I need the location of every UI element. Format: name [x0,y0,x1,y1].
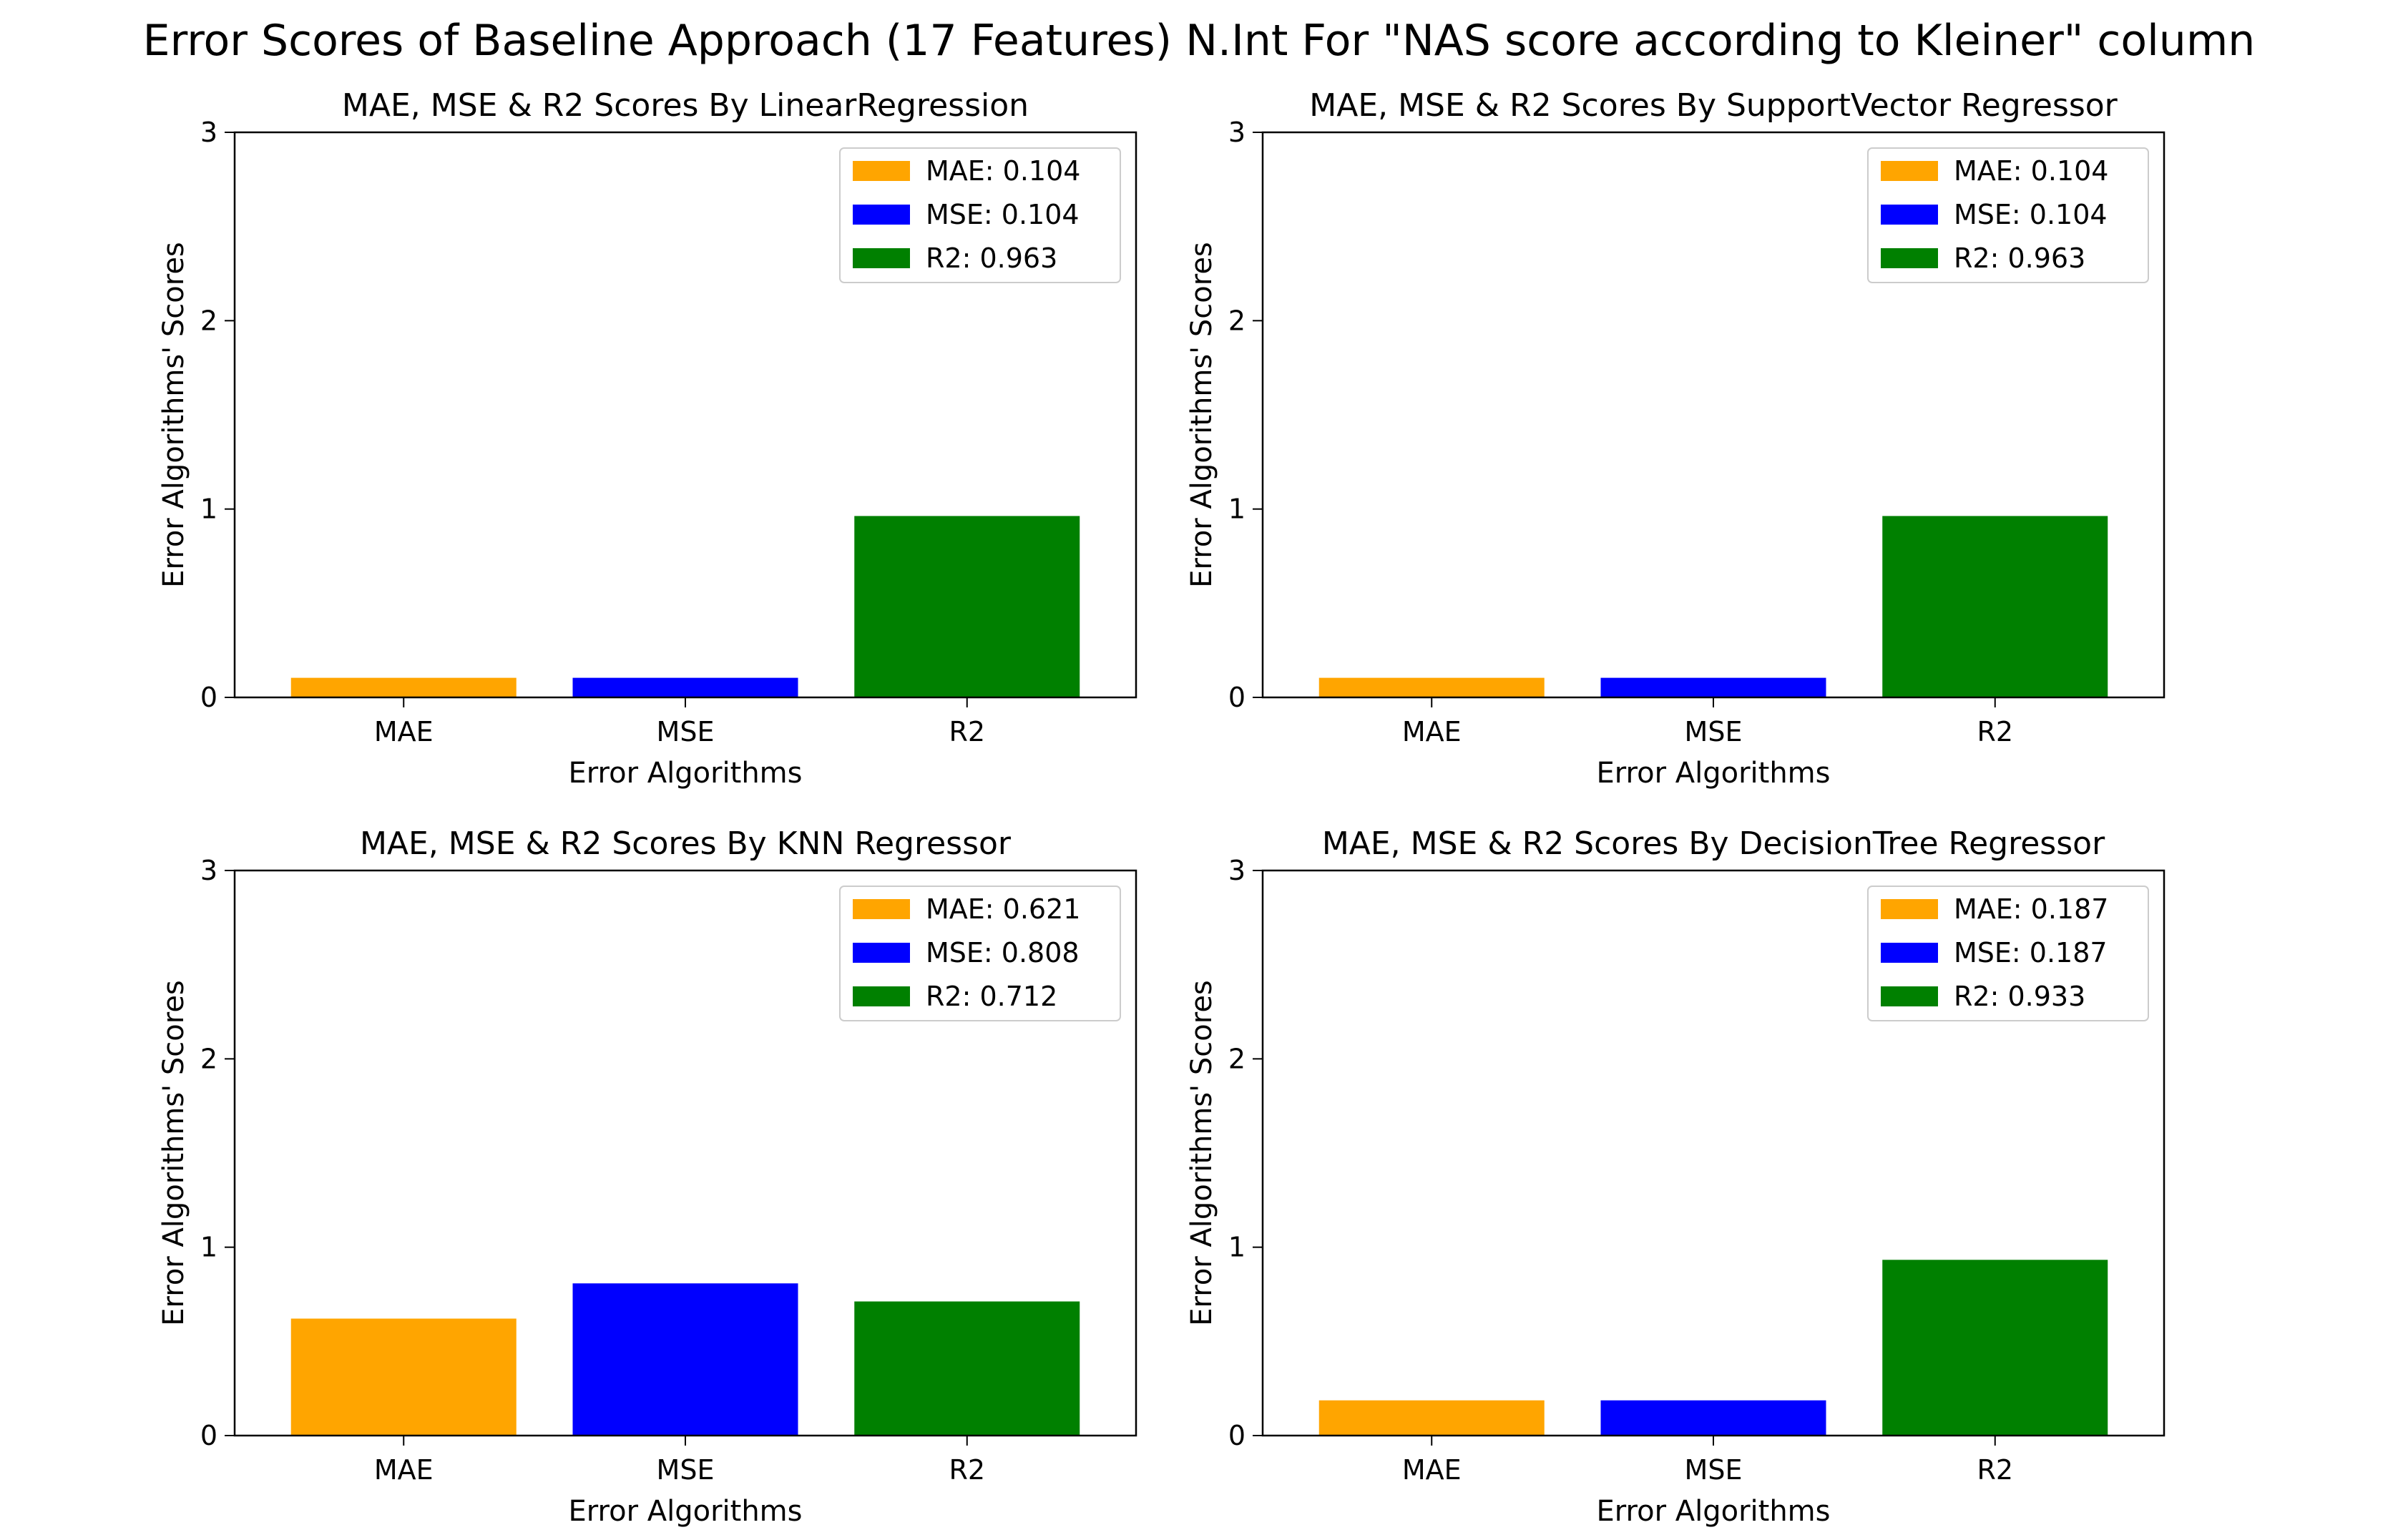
bar-mae [290,677,517,697]
axes-frame [1261,131,2165,699]
legend-swatch [1881,161,1938,181]
legend-entry: MSE: 0.187 [1954,937,2108,968]
x-tick-label: R2 [949,1454,985,1486]
legend-entry: MSE: 0.104 [926,199,1080,230]
legend-entry: R2: 0.933 [1954,981,2085,1012]
y-tick-label: 3 [1228,855,1246,886]
legend-entry: MSE: 0.808 [926,937,1080,968]
legend-swatch [1881,943,1938,963]
subplot-2: MAE, MSE & R2 Scores By SupportVector Re… [1185,87,2165,790]
bar-mae [290,1318,517,1436]
x-tick-label: MSE [657,716,715,747]
x-axis-label: Error Algorithms [1597,757,1831,790]
x-tick-label: MAE [1402,716,1462,747]
legend-entry: R2: 0.963 [926,242,1057,274]
axes-frame [233,131,1137,699]
subplot-title: MAE, MSE & R2 Scores By SupportVector Re… [1309,87,2118,124]
legend-entry: MSE: 0.104 [1954,199,2108,230]
bar-r2 [854,516,1080,697]
y-tick-label: 2 [200,305,217,336]
legend: MAE: 0.187 MSE: 0.187 R2: 0.933 [1867,886,2149,1021]
y-tick-label: 1 [200,1232,217,1263]
legend: MAE: 0.104 MSE: 0.104 R2: 0.963 [839,147,1121,283]
legend-entry: MAE: 0.621 [926,893,1080,925]
bar-mse [572,1283,798,1436]
legend-swatch [853,161,910,181]
y-tick-label: 3 [200,855,217,886]
y-tick-label: 0 [1228,1420,1246,1451]
legend-swatch [853,986,910,1006]
subplot-1: MAE, MSE & R2 Scores By LinearRegression… [157,87,1137,790]
y-tick-label: 1 [1228,1232,1246,1263]
bar-r2 [854,1301,1080,1436]
legend-entry: R2: 0.963 [1954,242,2085,274]
bar-mse [572,677,798,697]
x-tick-label: R2 [1977,716,2013,747]
legend-swatch [1881,248,1938,268]
x-tick-label: MSE [1685,1454,1743,1486]
y-tick-label: 2 [1228,1043,1246,1074]
x-axis-label: Error Algorithms [569,757,803,790]
y-axis-label: Error Algorithms' Scores [1185,980,1218,1326]
subplot-title: MAE, MSE & R2 Scores By DecisionTree Reg… [1322,825,2105,862]
subplot-title: MAE, MSE & R2 Scores By LinearRegression [342,87,1029,124]
legend-swatch [1881,986,1938,1006]
y-tick-label: 2 [200,1043,217,1074]
bar-r2 [1882,1260,2108,1436]
x-tick-label: R2 [949,716,985,747]
y-tick-label: 3 [1228,117,1246,148]
legend-swatch [1881,899,1938,919]
legend-swatch [853,205,910,225]
bar-mae [1318,677,1545,697]
legend: MAE: 0.104 MSE: 0.104 R2: 0.963 [1867,147,2149,283]
legend-swatch [853,943,910,963]
y-tick-label: 1 [200,494,217,525]
legend-entry: R2: 0.712 [926,981,1057,1012]
axes-frame [233,869,1137,1437]
y-axis-label: Error Algorithms' Scores [157,242,190,588]
legend-swatch [853,899,910,919]
bar-r2 [1882,516,2108,697]
y-tick-label: 0 [200,1420,217,1451]
y-tick-label: 2 [1228,305,1246,336]
y-axis-label: Error Algorithms' Scores [1185,242,1218,588]
x-tick-label: MAE [1402,1454,1462,1486]
legend: MAE: 0.621 MSE: 0.808 R2: 0.712 [839,886,1121,1021]
x-tick-label: R2 [1977,1454,2013,1486]
subplot-4: MAE, MSE & R2 Scores By DecisionTree Reg… [1185,825,2165,1528]
x-axis-label: Error Algorithms [569,1495,803,1528]
bar-mse [1600,1400,1826,1436]
y-tick-label: 0 [200,682,217,713]
subplot-3: MAE, MSE & R2 Scores By KNN Regressor MAE… [157,825,1137,1528]
y-tick-label: 0 [1228,682,1246,713]
x-tick-label: MAE [374,1454,434,1486]
subplot-title: MAE, MSE & R2 Scores By KNN Regressor [360,825,1012,862]
legend-swatch [1881,205,1938,225]
bar-mae [1318,1400,1545,1436]
y-tick-label: 1 [1228,494,1246,525]
figure-title: Error Scores of Baseline Approach (17 Fe… [142,16,2256,66]
x-tick-label: MAE [374,716,434,747]
axes-frame [1261,869,2165,1437]
bar-mse [1600,677,1826,697]
legend-swatch [853,248,910,268]
x-tick-label: MSE [1685,716,1743,747]
legend-entry: MAE: 0.104 [1954,155,2108,187]
y-tick-label: 3 [200,117,217,148]
x-tick-label: MSE [657,1454,715,1486]
legend-entry: MAE: 0.104 [926,155,1080,187]
x-axis-label: Error Algorithms [1597,1495,1831,1528]
y-axis-label: Error Algorithms' Scores [157,980,190,1326]
legend-entry: MAE: 0.187 [1954,893,2108,925]
